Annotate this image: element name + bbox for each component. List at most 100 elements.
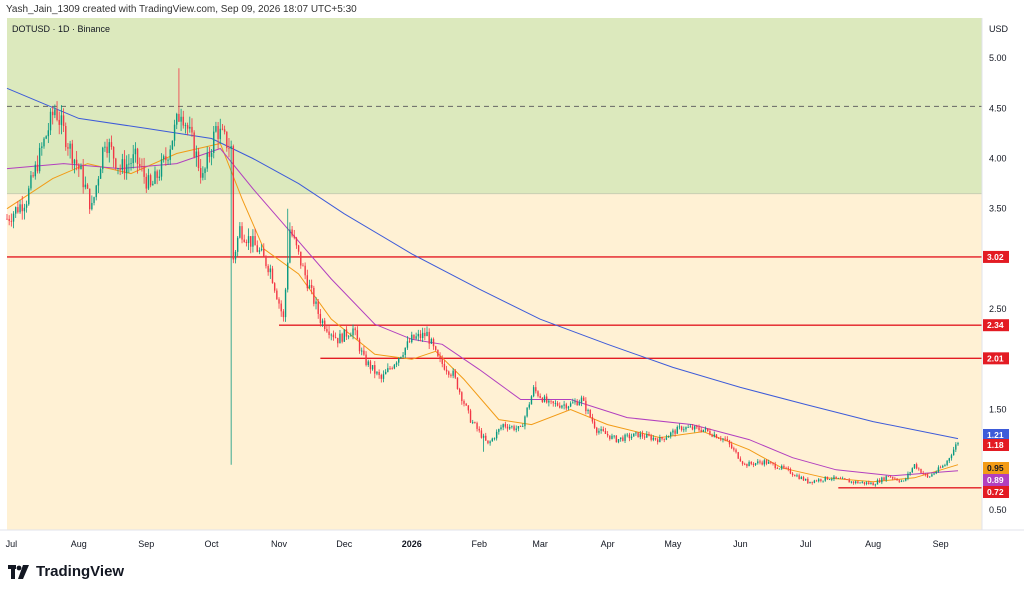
level-tag-label: 2.01 [987,353,1004,363]
candle-body [604,431,607,435]
candle-body [417,333,420,337]
candle-body [419,333,422,339]
x-tick-label: Dec [336,539,353,549]
candle-body [772,462,774,464]
candle-body [874,484,877,486]
candle-body [489,441,491,444]
candle-body [69,143,71,149]
candle-body [868,482,870,484]
candle-body [287,262,289,290]
x-tick-label: Jul [6,539,18,549]
candle-body [863,482,866,484]
candle-body [454,370,456,378]
candle-body [800,477,803,479]
price-tag-label: 0.72 [987,487,1004,497]
candle-body [97,178,100,186]
x-tick-label: Mar [532,539,548,549]
candle-body [789,469,792,474]
candle-body [781,465,783,469]
candle-body [759,461,761,463]
candle-body [556,403,559,406]
candle-body [234,251,237,260]
candle-body [754,463,757,465]
candle-body [456,377,459,389]
candle-body [28,188,30,205]
candle-body [844,478,846,480]
candle-body [469,410,472,423]
candle-body [445,369,448,372]
candle-body [106,146,108,154]
candle-body [56,109,58,120]
candle-body [787,467,789,470]
candle-body [128,163,130,165]
candle-body [156,171,158,178]
candle-body [125,164,128,174]
candle-body [221,128,224,130]
candle-body [495,431,498,439]
candle-body [461,392,463,402]
tradingview-logo[interactable]: TradingView [8,563,124,580]
candle-body [828,479,831,481]
candle-body [260,248,263,251]
candle-body [907,473,909,479]
price-tags-layer: 1.211.18 0.95 0.89 0.72 3.02 2.34 2.01 [983,250,1009,498]
candle-body [724,438,726,440]
candle-body [517,426,520,429]
candle-body [704,428,707,430]
candle-body [798,475,800,479]
candle-body [65,125,67,148]
candle-body [102,147,104,170]
candle-body [611,435,613,439]
candle-body [6,218,8,220]
candle-body [535,387,537,392]
candle-body [730,444,733,449]
candle-body [450,374,452,376]
candle-body [123,159,126,174]
candle-body [650,435,652,440]
ma_slow-line [6,87,959,440]
candle-body [448,371,450,375]
candle-body [783,465,785,468]
candle-body [861,482,863,483]
ma_mid-line [6,147,959,477]
candle-body [696,426,698,428]
candle-body [228,148,230,149]
candle-body [132,154,134,164]
candle-body [252,236,254,247]
candle-body [347,336,350,338]
candle-body [350,335,352,337]
candle-body [711,434,713,437]
candle-body [21,204,23,212]
candle-body [887,476,890,478]
candle-body [8,218,10,221]
candle-body [826,476,829,480]
candle-body [839,478,842,479]
candle-body [643,436,646,438]
candle-body [254,236,256,246]
candle-body [215,126,217,132]
candle-body [567,406,570,409]
candle-body [117,168,119,169]
candle-body [881,477,883,483]
candle-body [770,462,772,463]
candle-body [319,313,322,324]
price-tag-bg [983,486,1009,498]
candle-body [439,356,441,359]
candle-body [321,320,324,324]
candle-body [369,361,372,370]
candle-body [162,156,165,160]
candle-body [115,158,117,169]
candle-body [432,339,435,347]
time-axis[interactable]: Jul Aug Sep Oct Nov Dec 2026 Feb Mar Apr May Jun Jul… [6,539,949,549]
candle-body [458,388,461,393]
candle-body [646,434,648,438]
candle-body [739,458,742,462]
candle-body [391,368,393,370]
candle-body [720,438,722,440]
candle-body [426,331,428,337]
candle-body [715,434,718,439]
chart-attribution: Yash_Jain_1309 created with TradingView.… [6,4,357,15]
candle-body [400,356,402,359]
candle-body [265,256,267,267]
